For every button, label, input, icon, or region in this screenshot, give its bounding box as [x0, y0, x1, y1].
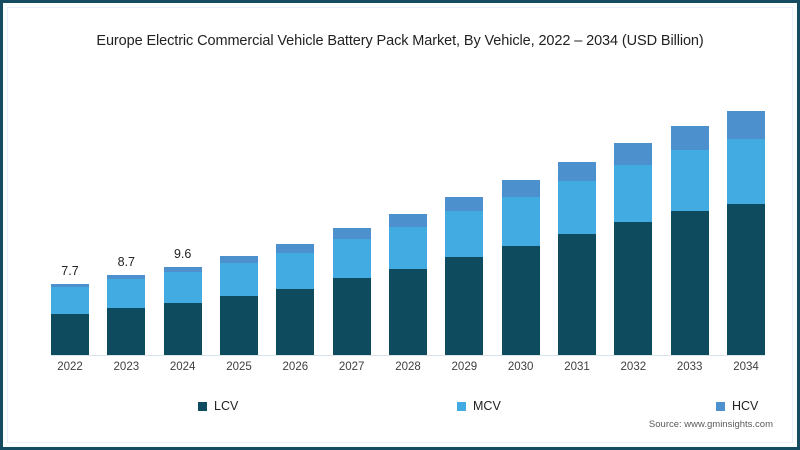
bar-2027[interactable]: [332, 227, 371, 355]
bar-segment-lcv-2032[interactable]: [614, 222, 653, 355]
bar-segment-mcv-2034[interactable]: [727, 139, 765, 204]
chart-title: Europe Electric Commercial Vehicle Batte…: [96, 33, 704, 49]
bar-segment-hcv-2033[interactable]: [670, 125, 709, 151]
bar-2026[interactable]: [276, 243, 315, 355]
bar-segment-lcv-2029[interactable]: [445, 257, 484, 355]
bar-segment-hcv-2022[interactable]: [51, 284, 89, 287]
bar-segment-hcv-2032[interactable]: [614, 143, 653, 166]
bar-segment-lcv-2028[interactable]: [389, 269, 427, 355]
bar-segment-lcv-2022[interactable]: [51, 313, 89, 355]
plot-area: 7.7 8.7 9.6: [51, 98, 765, 356]
bar-segment-mcv-2031[interactable]: [558, 180, 596, 235]
legend-swatch-lcv-icon: [198, 401, 207, 411]
bar-segment-hcv-2030[interactable]: [501, 179, 540, 197]
bar-segment-hcv-2026[interactable]: [276, 243, 315, 253]
bar-2024[interactable]: 9.6: [163, 247, 202, 355]
x-tick-2024: 2024: [169, 361, 196, 373]
x-tick-2023: 2023: [113, 361, 140, 373]
x-tick-2034: 2034: [733, 361, 759, 373]
bar-segment-mcv-2028[interactable]: [389, 226, 427, 270]
bar-segment-mcv-2027[interactable]: [332, 238, 371, 278]
legend-label-lcv: LCV: [214, 399, 239, 413]
legend-item-mcv[interactable]: MCV: [457, 399, 501, 413]
x-tick-2026: 2026: [282, 361, 309, 373]
x-tick-2028: 2028: [395, 361, 421, 373]
x-axis-tick-labels: 2022 2023 2024 2025 2026 2027 2028 2029 2030 2031…: [51, 361, 765, 381]
bar-2030[interactable]: [501, 179, 540, 355]
bar-2034[interactable]: [727, 110, 765, 355]
bar-value-label-2023: 8.7: [117, 254, 136, 269]
legend-label-hcv: HCV: [732, 399, 759, 413]
legend-item-hcv[interactable]: HCV: [716, 399, 758, 413]
x-tick-2030: 2030: [507, 361, 534, 373]
bar-segment-hcv-2024[interactable]: [163, 266, 202, 273]
x-tick-2029: 2029: [451, 361, 478, 373]
bar-segment-hcv-2028[interactable]: [389, 214, 427, 227]
bar-segment-hcv-2031[interactable]: [558, 161, 596, 181]
legend-swatch-mcv-icon: [457, 401, 466, 411]
bar-value-label-2022: 7.7: [61, 264, 79, 279]
bar-segment-lcv-2031[interactable]: [558, 234, 596, 355]
x-tick-2031: 2031: [564, 361, 590, 373]
bar-2033[interactable]: [670, 125, 709, 355]
bar-segment-mcv-2024[interactable]: [163, 272, 202, 304]
bar-segment-hcv-2029[interactable]: [445, 196, 484, 212]
bar-segment-lcv-2033[interactable]: [670, 211, 709, 355]
bar-segment-lcv-2030[interactable]: [501, 246, 540, 355]
source-attribution: Source: www.gminsights.com: [648, 419, 773, 430]
bar-segment-hcv-2027[interactable]: [332, 227, 371, 239]
bar-segment-mcv-2026[interactable]: [276, 252, 315, 289]
x-tick-2027: 2027: [338, 361, 365, 373]
bar-segment-hcv-2025[interactable]: [220, 255, 258, 263]
bar-segment-lcv-2025[interactable]: [220, 296, 258, 355]
bar-segment-mcv-2032[interactable]: [614, 165, 653, 223]
bar-segment-lcv-2026[interactable]: [276, 288, 315, 355]
bar-2031[interactable]: [558, 161, 596, 355]
bar-segment-hcv-2023[interactable]: [107, 274, 146, 279]
chart-legend: LCV MCV HCV: [51, 399, 765, 419]
bar-2029[interactable]: [445, 196, 484, 355]
legend-item-lcv[interactable]: LCV: [198, 399, 238, 413]
bar-segment-lcv-2027[interactable]: [332, 277, 371, 355]
bar-segment-lcv-2023[interactable]: [107, 308, 146, 355]
bar-2023[interactable]: 8.7: [107, 255, 146, 355]
bar-segment-mcv-2023[interactable]: [107, 278, 146, 309]
bar-segment-lcv-2034[interactable]: [727, 203, 765, 355]
legend-swatch-hcv-icon: [716, 401, 725, 411]
bar-segment-mcv-2025[interactable]: [220, 262, 258, 297]
bar-2028[interactable]: [389, 214, 427, 355]
bar-value-label-2024: 9.6: [173, 246, 192, 261]
axis-baseline: [51, 355, 765, 356]
bar-2025[interactable]: [220, 255, 258, 355]
bar-segment-lcv-2024[interactable]: [163, 303, 202, 355]
legend-label-mcv: MCV: [473, 399, 501, 413]
bar-segment-mcv-2029[interactable]: [445, 211, 484, 258]
x-tick-2032: 2032: [620, 361, 647, 373]
bar-segment-mcv-2022[interactable]: [51, 286, 89, 314]
bar-segment-mcv-2033[interactable]: [670, 150, 709, 212]
bar-segment-mcv-2030[interactable]: [501, 196, 540, 247]
x-tick-2025: 2025: [226, 361, 252, 373]
x-tick-2033: 2033: [676, 361, 703, 373]
bar-2022[interactable]: 7.7: [51, 264, 89, 355]
bar-2032[interactable]: [614, 143, 653, 355]
x-tick-2022: 2022: [57, 361, 83, 373]
bar-segment-hcv-2034[interactable]: [727, 110, 765, 140]
